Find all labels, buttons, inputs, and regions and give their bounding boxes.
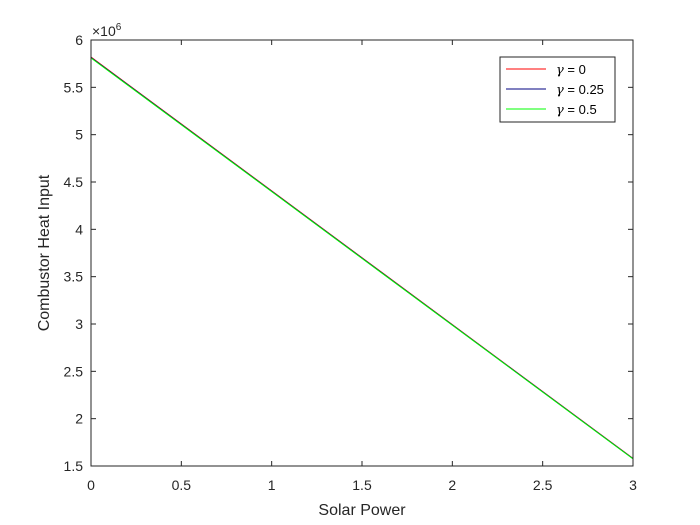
- y-tick-label: 1.5: [64, 458, 84, 474]
- y-tick-label: 5.5: [64, 79, 84, 95]
- series-lines: [90, 56, 634, 460]
- tick-labels: 0 0.5 1 1.5 2 2.5 3 1.5 2 2.5 3 3.5 4 4.5 5 5.5 6: [64, 32, 638, 493]
- legend-value: = 0: [564, 62, 586, 77]
- y-tick-label: 5: [75, 127, 83, 143]
- legend-value: = 0.25: [564, 82, 604, 97]
- y-tick-label: 6: [75, 32, 83, 48]
- y-tick-label: 4.5: [64, 174, 84, 190]
- x-tick-label: 2: [448, 477, 456, 493]
- legend-symbol: γ: [556, 83, 564, 98]
- x-axis-title: Solar Power: [318, 502, 406, 519]
- legend-symbol: γ: [556, 63, 564, 78]
- y-axis-multiplier: ×106: [92, 22, 122, 39]
- y-tick-label: 2.5: [64, 363, 84, 379]
- x-tick-label: 1.5: [352, 477, 372, 493]
- legend-symbol: γ: [556, 103, 564, 118]
- y-tick-label: 3.5: [64, 269, 84, 285]
- plot-area: [90, 39, 634, 467]
- x-tick-label: 0.5: [172, 477, 192, 493]
- y-tick-label: 4: [75, 221, 83, 237]
- y-tick-label: 3: [75, 316, 83, 332]
- x-tick-label: 3: [629, 477, 637, 493]
- y-multiplier-base: ×10: [92, 23, 116, 39]
- x-tick-label: 2.5: [533, 477, 553, 493]
- legend: γ = 0γ = 0.25γ = 0.5: [499, 56, 616, 123]
- y-tick-label: 2: [75, 411, 83, 427]
- legend-label: γ = 0: [556, 62, 586, 78]
- y-axis-title: Combustor Heat Input: [36, 174, 53, 331]
- y-multiplier-exponent: 6: [116, 22, 122, 33]
- legend-label: γ = 0.25: [556, 82, 604, 98]
- series-line: [90, 57, 634, 460]
- x-tick-label: 0: [87, 477, 95, 493]
- legend-label: γ = 0.5: [556, 102, 597, 118]
- x-tick-label: 1: [268, 477, 276, 493]
- legend-value: = 0.5: [564, 102, 597, 117]
